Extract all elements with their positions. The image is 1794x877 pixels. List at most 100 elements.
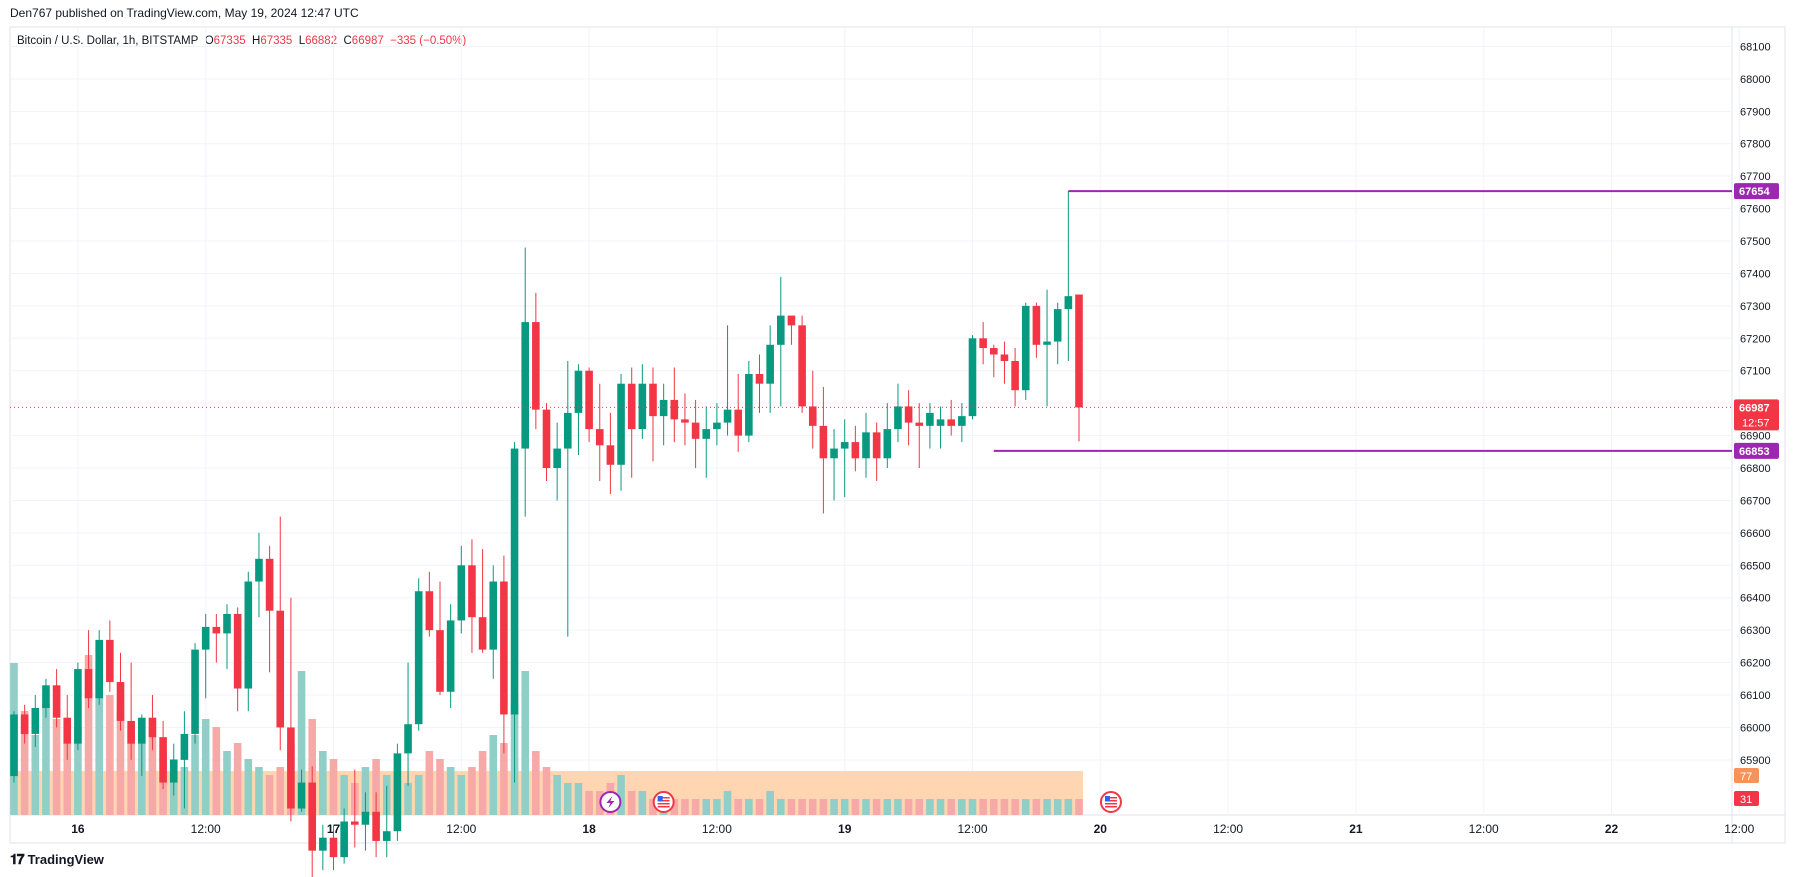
candle-body (808, 406, 817, 426)
volume-bar (979, 799, 987, 815)
flag-canton (657, 796, 663, 801)
volume-bar (1075, 799, 1083, 815)
volume-bar (329, 759, 338, 815)
price-tick-label: 66100 (1740, 690, 1771, 702)
countdown-label: 12:57 (1742, 417, 1770, 429)
candle-body (627, 383, 636, 430)
time-tick-label: 19 (838, 822, 852, 836)
candle-body (681, 419, 689, 423)
volume-bar (840, 799, 849, 815)
us-flag-icon (652, 791, 675, 813)
volume-bar (798, 799, 806, 815)
publish-header: Den767 published on TradingView.com, May… (10, 6, 359, 20)
flag-stripe (657, 797, 670, 799)
volume-bar (276, 767, 285, 815)
volume-bar (106, 695, 114, 815)
candle-body (1000, 354, 1009, 362)
marker-ring (1099, 791, 1122, 813)
volume-bar (713, 799, 721, 815)
volume-bar (936, 799, 945, 815)
price-tick-label: 66700 (1740, 495, 1771, 507)
candle-body (595, 429, 604, 446)
volume-bar (361, 767, 370, 815)
volume-bar (904, 799, 913, 815)
price-tick-label: 66900 (1740, 431, 1771, 443)
flag-stripe (657, 803, 670, 805)
candle-body (947, 419, 955, 426)
price-tick-label: 67800 (1740, 139, 1771, 151)
volume-bar (127, 727, 135, 815)
volume-bar (159, 751, 167, 815)
volume-up-tag (1734, 768, 1759, 783)
candle-body (20, 714, 29, 734)
price-tick-label: 66400 (1740, 593, 1771, 605)
candle-body (510, 448, 519, 715)
time-tick-label: 22 (1605, 822, 1619, 836)
volume-bar (1011, 799, 1019, 815)
volume-bar (404, 783, 412, 815)
level-price-label: 66853 (1739, 446, 1770, 458)
volume-bar (42, 703, 50, 815)
candle-body (84, 669, 93, 699)
volume-bar (1064, 799, 1073, 815)
level-price-label: 67654 (1739, 186, 1770, 198)
volume-bar (830, 799, 838, 815)
volume-bar (340, 775, 348, 815)
volume-bar (148, 735, 157, 815)
volume-profile (10, 771, 1083, 815)
candle-body (840, 442, 849, 449)
candle-body (606, 445, 615, 465)
candle-body (276, 610, 285, 728)
price-tick-label: 67000 (1740, 398, 1771, 410)
volume-bar (532, 751, 540, 815)
candle-body (734, 409, 742, 436)
candle-body (425, 591, 434, 631)
level-price-tag (1734, 183, 1779, 200)
price-tick-label: 66000 (1740, 722, 1771, 734)
volume-bar (393, 783, 402, 815)
candle-body (766, 344, 774, 384)
candle-body (233, 613, 242, 689)
candle-body (777, 315, 785, 345)
volume-bar (766, 791, 774, 815)
price-tick-label: 66500 (1740, 560, 1771, 572)
volume-bar (723, 791, 732, 815)
candle-body (691, 422, 700, 439)
tradingview-footer[interactable]: 𝟏𝟕 TradingView (10, 851, 104, 868)
volume-bar (755, 799, 764, 815)
candle-body (382, 831, 391, 841)
candle-body (968, 338, 977, 417)
volume-bar (670, 799, 679, 815)
price-tick-label: 67300 (1740, 301, 1771, 313)
candle-body (116, 682, 125, 721)
candle-body (138, 717, 146, 744)
open-value: 67335 (213, 35, 246, 47)
volume-bar (926, 799, 934, 815)
time-axis: 16 12:00 17 12:00 18 12:00 19 12:00 20 12:00 21 12:… (71, 822, 1754, 836)
price-tick-label: 67500 (1740, 236, 1771, 248)
flag-stripe (657, 806, 670, 808)
candle-body (1043, 341, 1051, 345)
volume-bar (180, 767, 189, 815)
volume-bar (990, 799, 998, 815)
flag-stripe (657, 800, 670, 802)
candle-body (265, 558, 274, 611)
price-tick-label: 65900 (1740, 755, 1771, 767)
volume-bar (10, 663, 18, 815)
candle-body (862, 432, 870, 459)
candles (10, 192, 1083, 877)
symbol-legend: Bitcoin / U.S. Dollar, 1h, BITSTAMP O673… (17, 35, 466, 47)
volume-bar (382, 775, 391, 815)
volume-profile-band (10, 771, 1083, 815)
volume-bar (521, 671, 529, 815)
volume-bar (510, 703, 519, 815)
volume-bar (872, 799, 881, 815)
price-tick-label: 66200 (1740, 658, 1771, 670)
volume-bar (968, 799, 977, 815)
open-label: O (204, 35, 214, 47)
candle-body (542, 409, 551, 469)
volume-bar (468, 767, 476, 815)
candle-body (127, 720, 135, 744)
volume-bar (745, 799, 753, 815)
